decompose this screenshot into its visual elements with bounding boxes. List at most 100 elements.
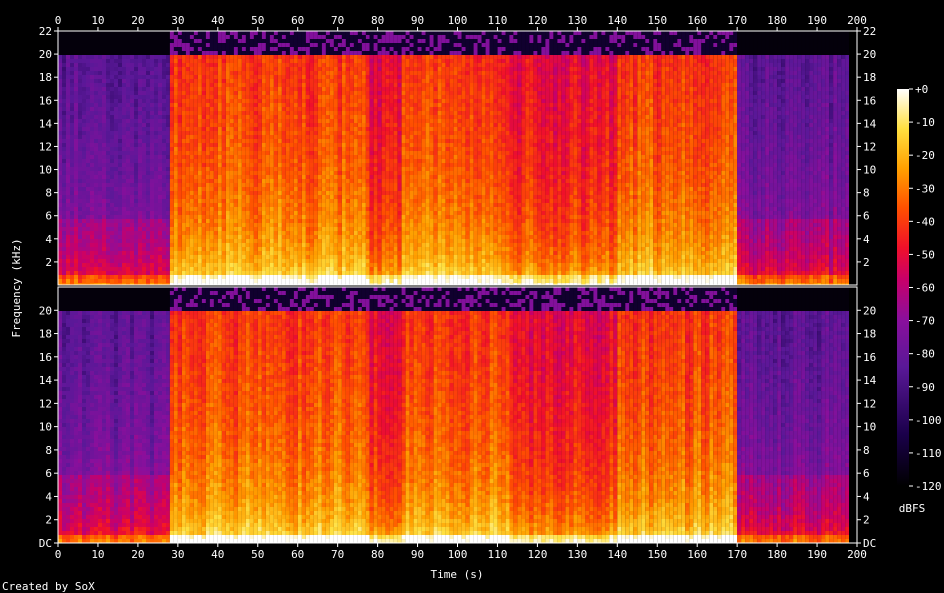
spectrogram-cell [357,147,362,151]
spectrogram-cell [58,147,62,151]
spectrogram-cell [138,283,142,285]
spectrogram-cell [154,63,158,67]
spectrogram-cell [90,175,94,179]
spectrogram-cell [106,179,110,183]
spectrogram-cell [225,75,230,79]
spectrogram-cell [114,231,118,235]
spectrogram-cell [321,55,326,59]
spectrogram-cell [70,63,74,67]
spectrogram-cell [361,267,366,271]
spectrogram-cell [150,83,154,87]
spectrogram-cell [154,127,158,131]
spectrogram-cell [345,215,350,219]
spectrogram-cell [86,207,90,211]
spectrogram-cell [257,255,262,259]
spectrogram-cell [213,199,218,203]
spectrogram-cell [169,227,174,231]
spectrogram-cell [309,107,314,111]
spectrogram-cell [122,67,126,71]
spectrogram-cell [114,51,118,55]
spectrogram-cell [329,123,334,127]
spectrogram-cell [333,39,338,43]
spectrogram-cell [321,63,326,67]
spectrogram-cell [209,47,214,51]
spectrogram-cell [162,59,166,63]
spectrogram-cell [261,211,266,215]
spectrogram-cell [329,163,334,167]
spectrogram-cell [333,179,338,183]
spectrogram-cell [90,119,94,123]
spectrogram-cell [70,279,74,283]
spectrogram-cell [166,151,170,155]
spectrogram-cell [169,183,174,187]
spectrogram-cell [201,199,206,203]
spectrogram-cell [213,83,218,87]
spectrogram-cell [181,91,186,95]
spectrogram-cell [70,223,74,227]
spectrogram-cell [249,95,254,99]
spectrogram-cell [289,147,294,151]
spectrogram-cell [265,119,270,123]
spectrogram-cell [285,55,290,59]
spectrogram-cell [110,203,114,207]
spectrogram-cell [277,163,282,167]
spectrogram-cell [142,247,146,251]
spectrogram-cell [158,75,162,79]
spectrogram-cell [273,79,278,83]
spectrogram-cell [237,159,242,163]
spectrogram-cell [361,131,366,135]
spectrogram-cell [166,259,170,263]
spectrogram-cell [209,235,214,239]
spectrogram-cell [94,255,98,259]
spectrogram-cell [173,151,178,155]
spectrogram-cell [74,59,78,63]
spectrogram-cell [273,199,278,203]
spectrogram-cell [78,263,82,267]
spectrogram-cell [158,211,162,215]
spectrogram-cell [114,99,118,103]
spectrogram-cell [305,87,310,91]
spectrogram-cell [289,151,294,155]
spectrogram-cell [185,179,190,183]
spectrogram-cell [361,243,366,247]
spectrogram-cell [345,151,350,155]
spectrogram-cell [110,171,114,175]
spectrogram-cell [261,247,266,251]
spectrogram-cell [110,99,114,103]
spectrogram-cell [110,207,114,211]
spectrogram-cell [114,179,118,183]
spectrogram-cell [201,59,206,63]
spectrogram-cell [229,107,234,111]
spectrogram-cell [126,31,130,35]
spectrogram-cell [66,203,70,207]
spectrogram-cell [181,223,186,227]
spectrogram-cell [142,255,146,259]
spectrogram-cell [337,203,342,207]
spectrogram-cell [154,55,158,59]
spectrogram-cell [142,203,146,207]
spectrogram-cell [217,123,222,127]
spectrogram-cell [58,35,62,39]
spectrogram-cell [138,187,142,191]
spectrogram-cell [305,111,310,115]
spectrogram-cell [237,35,242,39]
spectrogram-cell [289,243,294,247]
spectrogram-cell [353,223,358,227]
spectrogram-cell [317,239,322,243]
spectrogram-cell [185,123,190,127]
spectrogram-cell [62,179,66,183]
spectrogram-cell [213,139,218,143]
spectrogram-cell [201,263,206,267]
spectrogram-cell [78,99,82,103]
spectrogram-cell [261,123,266,127]
spectrogram-cell [70,259,74,263]
spectrogram-cell [146,271,150,275]
spectrogram-cell [281,63,286,67]
spectrogram-cell [138,71,142,75]
spectrogram-cell [293,71,298,75]
spectrogram-cell [154,215,158,219]
spectrogram-cell [82,95,86,99]
spectrogram-cell [253,103,258,107]
spectrogram-cell [162,207,166,211]
spectrogram-cell [185,163,190,167]
